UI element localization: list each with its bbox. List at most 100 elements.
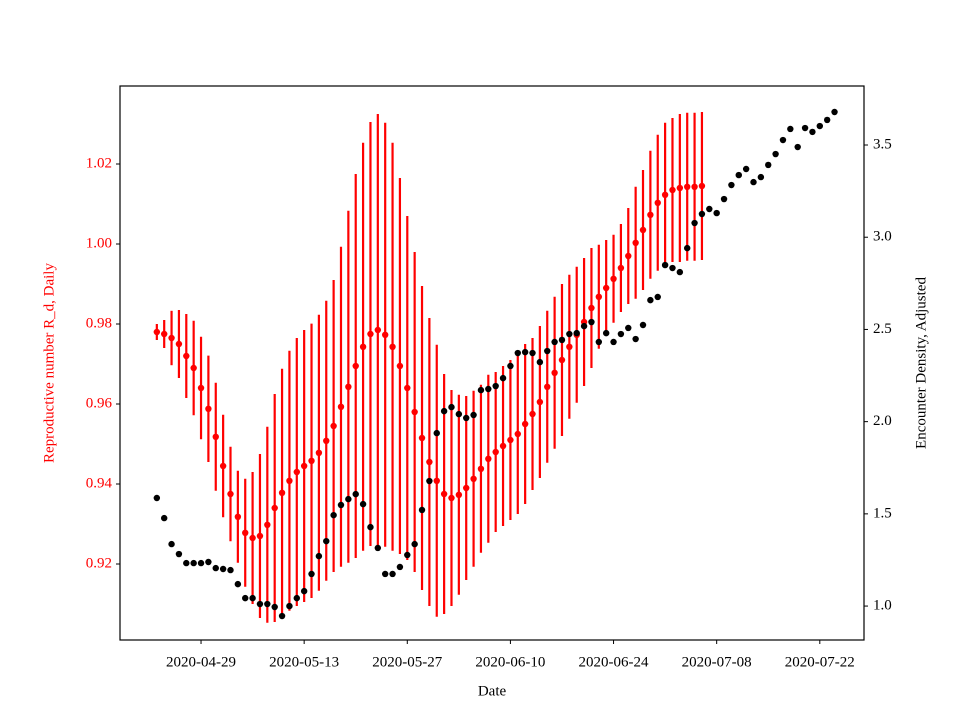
data-point xyxy=(293,594,300,602)
y2-axis-label: Encounter Density, Adjusted xyxy=(913,277,929,449)
x-axis-label: Date xyxy=(478,683,507,699)
data-point xyxy=(595,338,603,346)
data-point xyxy=(205,558,212,566)
data-point xyxy=(566,343,573,350)
data-point xyxy=(367,523,374,531)
data-point xyxy=(219,565,227,573)
data-point xyxy=(654,293,661,301)
data-point xyxy=(720,195,728,203)
data-point xyxy=(440,407,448,415)
data-point xyxy=(485,385,492,393)
data-point xyxy=(684,183,691,190)
data-point xyxy=(337,501,345,509)
y-tick-label: 0.92 xyxy=(86,555,112,571)
data-point xyxy=(330,422,337,430)
data-point xyxy=(381,570,389,578)
data-point xyxy=(470,475,477,482)
data-point xyxy=(735,171,742,179)
data-point xyxy=(602,284,610,292)
data-point xyxy=(691,183,698,190)
data-point xyxy=(352,490,359,498)
data-point xyxy=(426,458,433,466)
data-point xyxy=(440,490,448,498)
data-point xyxy=(389,343,396,350)
data-point xyxy=(639,226,647,234)
data-point xyxy=(352,362,359,370)
data-point xyxy=(507,362,514,370)
data-point xyxy=(256,600,264,608)
data-point xyxy=(809,128,816,136)
data-point xyxy=(278,489,286,496)
data-point xyxy=(610,338,617,346)
data-point xyxy=(197,384,205,392)
data-point xyxy=(588,318,595,326)
data-point xyxy=(308,570,315,578)
data-point xyxy=(551,369,558,376)
data-point xyxy=(227,490,234,498)
data-point xyxy=(183,352,190,360)
data-point xyxy=(617,264,625,272)
data-point xyxy=(330,511,337,519)
data-point xyxy=(485,455,492,462)
data-point xyxy=(625,324,632,332)
data-point xyxy=(286,477,293,484)
x-tick-label: 2020-04-29 xyxy=(166,654,236,670)
data-point xyxy=(544,347,551,355)
x-tick-label: 2020-06-10 xyxy=(475,654,545,670)
data-point xyxy=(300,587,308,595)
data-point xyxy=(264,521,271,528)
data-point xyxy=(794,143,801,151)
data-point xyxy=(359,500,367,508)
data-point xyxy=(625,252,632,260)
data-point xyxy=(426,477,433,485)
data-point xyxy=(477,465,485,472)
data-point xyxy=(823,116,831,124)
data-point xyxy=(183,559,190,567)
data-point xyxy=(153,494,161,502)
data-point xyxy=(573,329,580,337)
data-point xyxy=(293,468,300,476)
data-point xyxy=(499,374,507,382)
data-point xyxy=(271,504,278,512)
data-point xyxy=(212,564,219,572)
data-point xyxy=(816,122,824,130)
data-point xyxy=(359,343,367,350)
data-point xyxy=(455,491,463,498)
data-point xyxy=(389,570,396,578)
data-point xyxy=(404,384,411,392)
x-tick-label: 2020-05-13 xyxy=(269,654,339,670)
data-point xyxy=(529,349,536,357)
data-point xyxy=(499,442,507,450)
data-point xyxy=(381,331,389,338)
plot-frame xyxy=(119,85,865,641)
data-point xyxy=(470,411,477,419)
y-tick-label: 0.94 xyxy=(86,475,113,491)
y-tick-label: 1.00 xyxy=(86,235,112,251)
data-point xyxy=(463,414,470,422)
data-point xyxy=(411,540,418,548)
data-point xyxy=(742,165,750,173)
data-point xyxy=(676,184,684,192)
data-point xyxy=(831,108,838,116)
data-point xyxy=(433,477,440,484)
data-point xyxy=(676,268,684,276)
data-point xyxy=(404,551,411,559)
data-point xyxy=(448,494,455,502)
data-point xyxy=(750,178,757,186)
data-point xyxy=(153,328,161,336)
data-point xyxy=(175,340,183,348)
y2-tick-label: 3.5 xyxy=(873,136,892,152)
x-tick-label: 2020-06-24 xyxy=(579,654,649,670)
data-point xyxy=(242,529,249,536)
data-point xyxy=(507,436,514,444)
data-point xyxy=(448,403,455,411)
data-point xyxy=(544,383,551,390)
data-point xyxy=(595,293,603,300)
data-point xyxy=(411,408,418,416)
data-point xyxy=(698,182,706,190)
data-point xyxy=(323,537,330,545)
data-point xyxy=(345,495,352,503)
data-point xyxy=(315,449,323,456)
